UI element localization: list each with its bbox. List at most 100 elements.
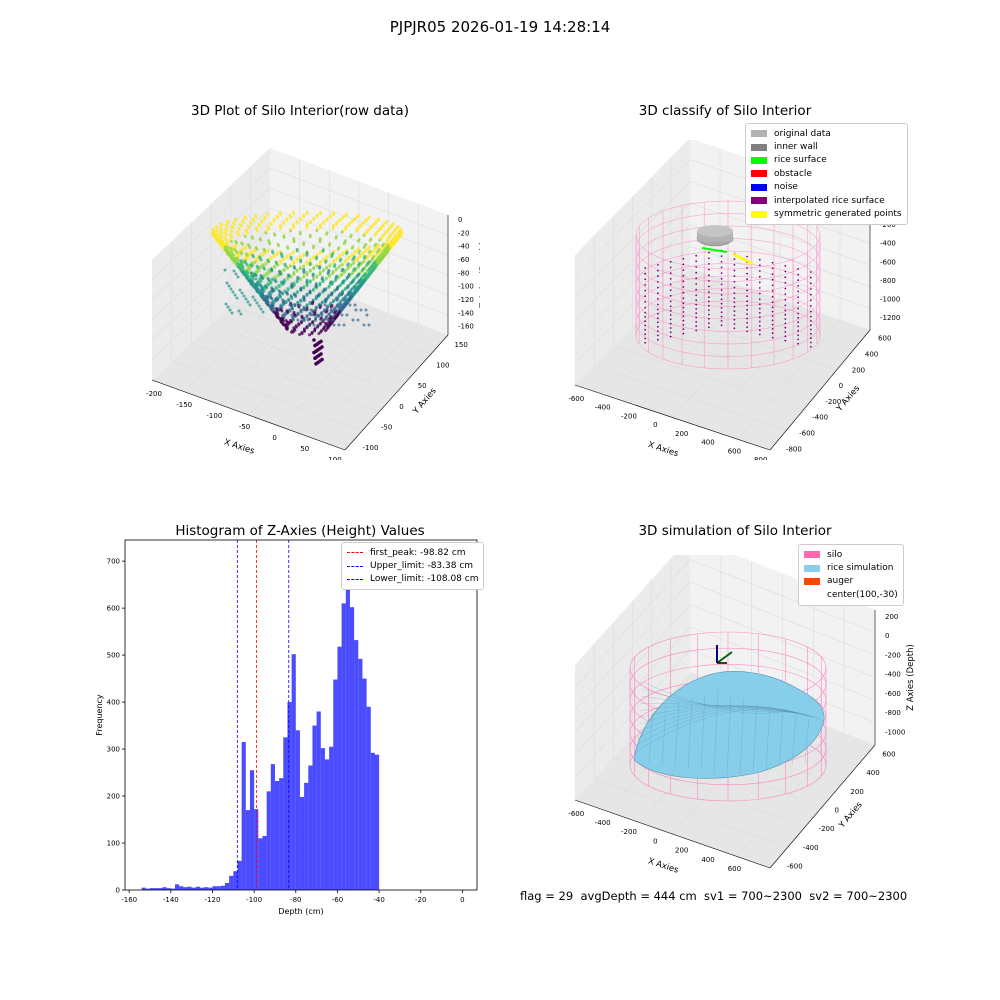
data-point [339,273,343,277]
legend-label: interpolated rice surface [774,195,885,206]
data-point [336,247,340,251]
grid-line [574,159,691,277]
interpolated-point [771,336,774,339]
data-point [220,235,224,239]
interpolated-point [682,324,685,326]
interpolated-point [797,279,799,282]
data-point [235,241,239,245]
data-point [241,266,245,270]
y-tick-label: 0 [835,807,839,815]
data-point [322,221,326,225]
y-tick-label: 200 [852,366,865,374]
data-point [324,277,328,281]
histogram-bar [204,887,209,890]
data-point [260,254,264,257]
data-point [318,262,322,266]
interpolated-point [784,339,787,342]
legend-entry: interpolated rice surface [751,194,902,207]
interpolated-point [657,303,659,306]
interpolated-point [784,264,787,267]
interpolated-point [708,274,710,277]
interpolated-point [644,337,647,340]
data-point [292,226,296,230]
data-point [359,308,363,312]
data-point [229,287,233,291]
legend-entry: Lower_limit: -108.08 cm [347,573,478,586]
data-point [305,273,309,277]
data-point [315,313,319,317]
data-point [326,272,330,276]
data-point [311,302,314,306]
interpolated-point [733,305,736,308]
interpolated-point [784,276,787,279]
interpolated-point [644,320,647,323]
legend-swatch [751,197,767,205]
y-tick-label: -200 [825,398,841,406]
data-point [313,343,317,348]
data-point [325,306,329,310]
data-point [232,253,235,257]
data-point [275,216,279,220]
interpolated-point [758,316,761,319]
data-point [227,284,231,288]
data-point [365,263,369,267]
data-point [299,308,303,312]
x-tick-label: -40 [373,896,384,904]
interpolated-point [809,271,812,273]
x-tick-label: -20 [415,896,426,904]
interpolated-point [733,286,736,289]
z-axis-title: Z Axies (Depth) [906,644,916,711]
data-point [239,224,243,228]
data-point [323,303,327,307]
data-point [314,297,318,301]
rice-mesh-line [661,705,667,766]
z-tick-label: -800 [880,277,896,285]
data-point [324,329,327,333]
interpolated-point [784,326,787,329]
interpolated-point [682,328,685,331]
x-axis-line [574,799,771,869]
data-point [355,259,358,262]
data-point [315,229,319,233]
data-point [314,362,318,366]
data-point [256,283,259,287]
data-point [246,271,250,275]
data-point [347,256,351,260]
legend-label: obstacle [774,168,812,179]
data-point [308,302,312,306]
interpolated-point [682,315,685,318]
legend-swatch [751,210,767,218]
interpolated-point [644,333,647,336]
data-point [295,258,299,262]
data-point [327,313,331,317]
data-point [245,263,249,267]
y-tick-label: 50 [418,382,427,390]
data-point [212,229,216,233]
x-tick-label: 600 [728,447,741,455]
grid-line [574,559,691,688]
interpolated-point [695,321,698,323]
y-tick-label: 0 [839,382,843,390]
data-point [367,251,371,254]
interpolated-point [733,301,736,304]
data-point [340,293,344,297]
data-point [305,212,309,216]
data-point [329,293,333,297]
interpolated-point [644,272,647,275]
data-point [308,258,312,262]
x-tick-label: -400 [595,404,611,412]
data-point [244,216,247,220]
legend-entry: rice simulation [804,561,898,574]
interpolated-point [758,329,761,332]
interpolated-point [809,328,812,331]
interpolated-point [771,267,774,270]
rice-mesh-line [726,693,732,776]
data-point [271,251,275,255]
data-point [267,260,271,264]
data-point [350,272,354,276]
plot-frame [124,539,478,891]
data-point [313,313,316,317]
data-point [252,274,256,278]
data-point [247,226,251,230]
x-tick-label: -100 [246,896,262,904]
